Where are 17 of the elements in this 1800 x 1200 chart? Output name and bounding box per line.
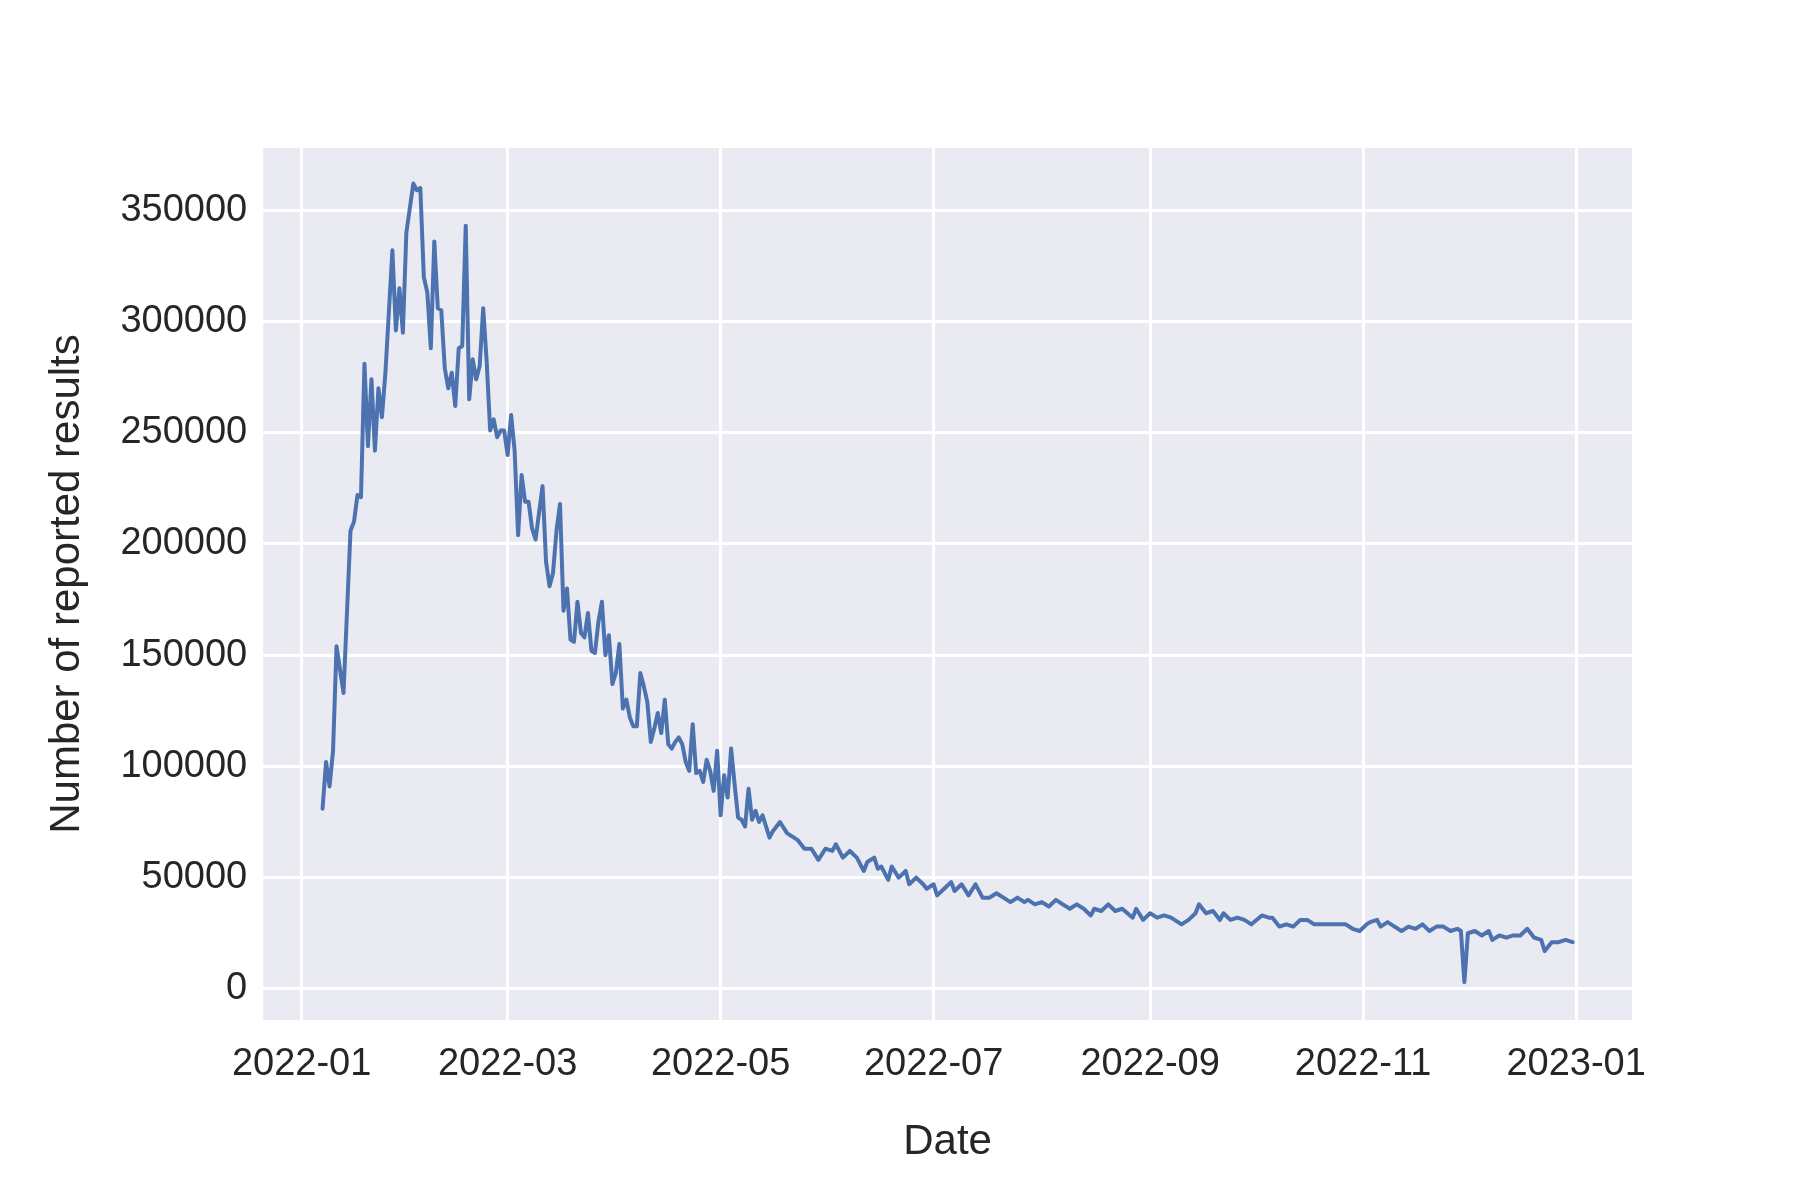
y-tick-label: 0 bbox=[226, 965, 248, 1008]
y-axis-title: Number of reported results bbox=[40, 334, 88, 834]
y-tick-label: 200000 bbox=[120, 520, 248, 563]
y-tick-label: 250000 bbox=[120, 409, 248, 452]
x-tick-label: 2022-07 bbox=[863, 1041, 1004, 1084]
y-tick-label: 150000 bbox=[120, 631, 248, 674]
x-tick-label: 2022-05 bbox=[650, 1041, 791, 1084]
y-tick-label: 50000 bbox=[141, 854, 248, 897]
x-axis-title: Date bbox=[903, 1116, 992, 1164]
x-tick-label: 2022-11 bbox=[1294, 1041, 1432, 1084]
x-tick-label: 2023-01 bbox=[1506, 1041, 1646, 1084]
y-tick-label: 100000 bbox=[120, 742, 248, 785]
x-tick-label: 2022-03 bbox=[437, 1041, 578, 1084]
x-tick-label: 2022-01 bbox=[231, 1041, 372, 1084]
y-tick-label: 350000 bbox=[120, 186, 248, 229]
x-tick-label: 2022-09 bbox=[1080, 1041, 1220, 1084]
y-tick-label: 300000 bbox=[120, 297, 248, 340]
